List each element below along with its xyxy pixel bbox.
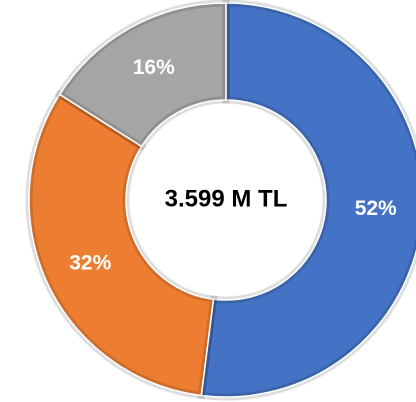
slice-edge <box>28 93 215 397</box>
slice-edge <box>58 2 227 148</box>
value-label: 32% <box>69 251 111 274</box>
center-label: 3.599 M TL <box>165 185 288 212</box>
value-label: 16% <box>133 56 175 79</box>
donut-slice <box>25 89 218 400</box>
value-label: 52% <box>355 197 397 220</box>
slice-edge <box>200 2 416 398</box>
